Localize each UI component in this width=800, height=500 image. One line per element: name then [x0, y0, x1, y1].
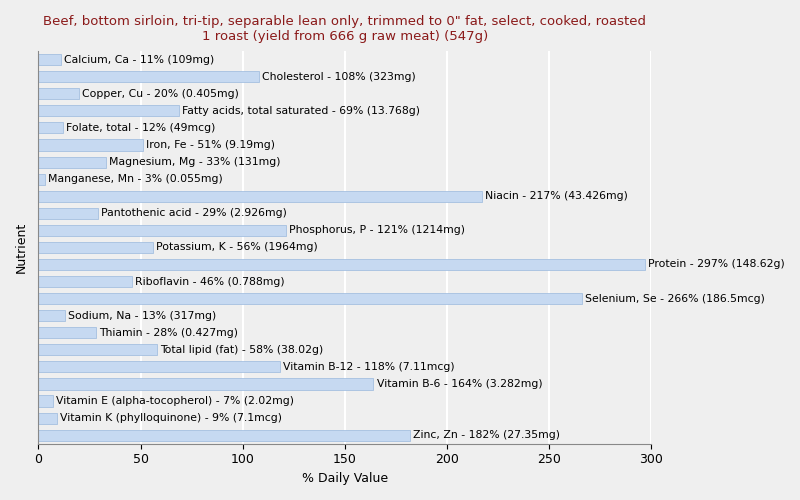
Text: Calcium, Ca - 11% (109mg): Calcium, Ca - 11% (109mg): [64, 54, 214, 64]
Text: Total lipid (fat) - 58% (38.02g): Total lipid (fat) - 58% (38.02g): [160, 345, 323, 355]
Text: Sodium, Na - 13% (317mg): Sodium, Na - 13% (317mg): [68, 310, 216, 320]
Bar: [38, 71, 259, 83]
Text: Magnesium, Mg - 33% (131mg): Magnesium, Mg - 33% (131mg): [109, 157, 281, 167]
Bar: [38, 88, 79, 100]
Text: Folate, total - 12% (49mcg): Folate, total - 12% (49mcg): [66, 123, 215, 133]
Text: Vitamin B-12 - 118% (7.11mcg): Vitamin B-12 - 118% (7.11mcg): [282, 362, 454, 372]
Bar: [38, 242, 153, 253]
Text: Thiamin - 28% (0.427mg): Thiamin - 28% (0.427mg): [98, 328, 238, 338]
Text: Riboflavin - 46% (0.788mg): Riboflavin - 46% (0.788mg): [135, 276, 285, 286]
Bar: [38, 174, 45, 184]
Bar: [38, 430, 410, 440]
Bar: [38, 190, 482, 202]
Text: Selenium, Se - 266% (186.5mcg): Selenium, Se - 266% (186.5mcg): [585, 294, 765, 304]
Bar: [38, 259, 646, 270]
Bar: [38, 276, 132, 287]
X-axis label: % Daily Value: % Daily Value: [302, 472, 388, 485]
Text: Potassium, K - 56% (1964mg): Potassium, K - 56% (1964mg): [156, 242, 318, 252]
Bar: [38, 310, 65, 321]
Text: Phosphorus, P - 121% (1214mg): Phosphorus, P - 121% (1214mg): [289, 226, 465, 235]
Text: Copper, Cu - 20% (0.405mg): Copper, Cu - 20% (0.405mg): [82, 89, 239, 99]
Text: Vitamin K (phylloquinone) - 9% (7.1mcg): Vitamin K (phylloquinone) - 9% (7.1mcg): [60, 413, 282, 423]
Bar: [38, 54, 61, 65]
Text: Protein - 297% (148.62g): Protein - 297% (148.62g): [648, 260, 785, 270]
Text: Niacin - 217% (43.426mg): Niacin - 217% (43.426mg): [485, 191, 628, 201]
Bar: [38, 208, 98, 219]
Text: Cholesterol - 108% (323mg): Cholesterol - 108% (323mg): [262, 72, 416, 82]
Bar: [38, 106, 179, 117]
Text: Vitamin B-6 - 164% (3.282mg): Vitamin B-6 - 164% (3.282mg): [377, 379, 542, 389]
Text: Iron, Fe - 51% (9.19mg): Iron, Fe - 51% (9.19mg): [146, 140, 274, 150]
Bar: [38, 140, 142, 150]
Bar: [38, 344, 157, 356]
Text: Vitamin E (alpha-tocopherol) - 7% (2.02mg): Vitamin E (alpha-tocopherol) - 7% (2.02m…: [56, 396, 294, 406]
Y-axis label: Nutrient: Nutrient: [15, 222, 28, 273]
Bar: [38, 327, 96, 338]
Title: Beef, bottom sirloin, tri-tip, separable lean only, trimmed to 0" fat, select, c: Beef, bottom sirloin, tri-tip, separable…: [43, 15, 646, 43]
Text: Pantothenic acid - 29% (2.926mg): Pantothenic acid - 29% (2.926mg): [101, 208, 286, 218]
Bar: [38, 412, 57, 424]
Text: Zinc, Zn - 182% (27.35mg): Zinc, Zn - 182% (27.35mg): [414, 430, 560, 440]
Bar: [38, 362, 279, 372]
Text: Manganese, Mn - 3% (0.055mg): Manganese, Mn - 3% (0.055mg): [48, 174, 222, 184]
Text: Fatty acids, total saturated - 69% (13.768g): Fatty acids, total saturated - 69% (13.7…: [182, 106, 421, 116]
Bar: [38, 156, 106, 168]
Bar: [38, 122, 63, 134]
Bar: [38, 396, 53, 406]
Bar: [38, 293, 582, 304]
Bar: [38, 378, 374, 390]
Bar: [38, 225, 286, 236]
